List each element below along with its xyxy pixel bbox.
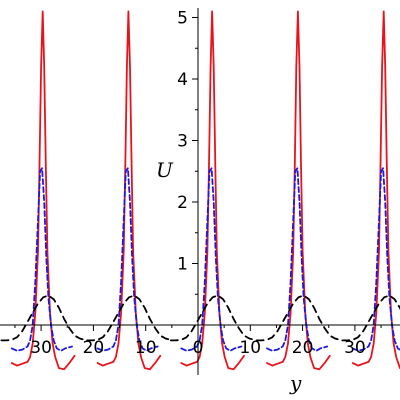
x-tick-label: 20 [83, 338, 105, 358]
series-1-pulse-0 [10, 167, 73, 352]
series-1-pulse-3 [266, 167, 329, 352]
series-0-pulse-3 [266, 10, 331, 371]
x-tick-label: 30 [344, 338, 366, 358]
series-0-pulse-4 [351, 10, 400, 370]
series-2-pulse-2 [169, 294, 258, 342]
curves-layer [0, 10, 400, 371]
series-0-pulse-0 [10, 10, 76, 371]
x-tick-label: 0 [193, 338, 204, 358]
series-1-pulse-4 [351, 167, 400, 352]
x-tick-label: 10 [239, 338, 261, 358]
series-2-pulse-4 [341, 294, 400, 342]
series-1-pulse-1 [96, 167, 159, 352]
y-tick-label: 3 [177, 132, 188, 152]
x-tick-label: 20 [292, 338, 314, 358]
axes-layer [0, 8, 400, 375]
series-2-pulse-1 [86, 294, 174, 342]
x-tick-label: 10 [135, 338, 157, 358]
labels-layer: 30 20 10 0 10 20 30 1 2 3 4 5 [30, 9, 365, 359]
series-2-pulse-0 [0, 294, 88, 342]
y-tick-label: 4 [177, 70, 188, 90]
y-tick-label: 1 [177, 255, 188, 275]
x-tick-label: 30 [30, 338, 52, 358]
y-axis-label: U [156, 158, 174, 182]
x-axis-label: y [289, 371, 302, 395]
series-2-pulse-3 [255, 294, 344, 342]
y-tick-label: 2 [177, 193, 188, 213]
series-0-pulse-1 [96, 10, 162, 371]
y-tick-label: 5 [177, 9, 188, 29]
series-1-pulse-2 [180, 167, 243, 352]
